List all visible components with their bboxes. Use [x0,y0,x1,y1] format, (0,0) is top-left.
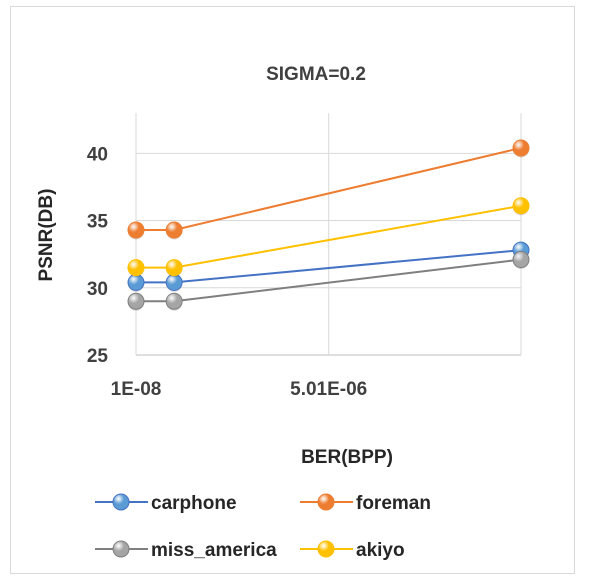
y-axis-ticks: 25 30 35 40 [87,144,109,367]
legend-marker-foreman [317,493,335,511]
legend-marker-akiyo [317,540,335,558]
x-tick-label: 1E-08 [111,379,162,400]
data-point-foreman [165,221,183,239]
data-point-miss_america [127,292,145,310]
legend-label-miss_america: miss_america [151,540,277,561]
x-axis-ticks: 1E-08 5.01E-06 [111,379,368,400]
y-axis-label: PSNR(DB) [36,189,57,282]
y-tick-label: 35 [87,212,109,233]
x-axis-label: BER(BPP) [301,447,393,468]
grid-lines [135,113,522,356]
legend-label-carphone: carphone [151,493,237,514]
data-point-akiyo [165,259,183,277]
legend-label-foreman: foreman [356,493,431,514]
chart-title: SIGMA=0.2 [266,64,366,85]
chart-frame [10,6,575,574]
legend-label-akiyo: akiyo [356,540,405,561]
x-tick-label: 5.01E-06 [290,379,367,400]
y-tick-label: 40 [87,144,108,165]
y-tick-label: 25 [87,346,109,367]
data-point-foreman [512,139,530,157]
data-point-foreman [127,221,145,239]
data-point-akiyo [127,259,145,277]
data-point-akiyo [512,197,530,215]
series-group [127,139,530,311]
legend: carphone foreman miss_america akiyo [95,493,431,561]
data-point-miss_america [512,251,530,269]
legend-marker-carphone [112,493,130,511]
y-tick-label: 30 [87,279,108,300]
data-point-miss_america [165,292,183,310]
legend-marker-miss_america [112,540,130,558]
